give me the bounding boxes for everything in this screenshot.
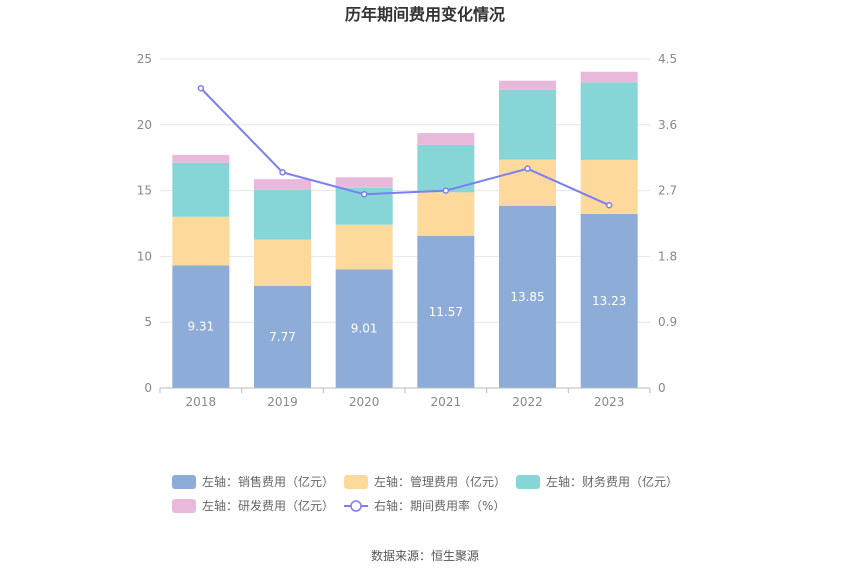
rate-line	[200, 87, 610, 207]
x-tick-label: 2020	[349, 395, 380, 409]
x-tick-label: 2021	[431, 395, 462, 409]
left-axis-tick-label: 15	[137, 184, 152, 198]
legend: 左轴：销售费用（亿元） 左轴：管理费用（亿元） 左轴：财务费用（亿元） 左轴：研发费用…	[172, 474, 678, 513]
bar-rd-2022	[499, 80, 556, 90]
rate-point	[197, 84, 205, 92]
rate-line-group	[197, 84, 613, 209]
right-axis-tick-label: 0.9	[658, 315, 677, 329]
rate-point	[279, 169, 286, 176]
bar-value-label: 9.01	[351, 322, 378, 336]
rate-point	[605, 201, 613, 209]
bar-sales-2023	[580, 213, 638, 388]
bar-admin-2021	[417, 192, 475, 236]
right-axis-tick-label: 3.6	[658, 118, 677, 132]
bar-sales-2019	[254, 285, 311, 388]
rate-point	[524, 165, 531, 172]
bar-value-label: 11.57	[429, 305, 463, 319]
left-axis-tick-label: 20	[137, 118, 152, 132]
bar-sales-2018	[172, 265, 230, 388]
legend-label: 左轴：研发费用（亿元）	[202, 498, 334, 513]
legend-item-sales[interactable]: 左轴：销售费用（亿元）	[172, 474, 334, 489]
legend-label: 左轴：管理费用（亿元）	[374, 474, 506, 489]
legend-item-rd[interactable]: 左轴：研发费用（亿元）	[172, 498, 334, 513]
x-tick-label: 2023	[594, 395, 625, 409]
left-axis-tick-label: 10	[137, 249, 152, 263]
bar-value-label: 9.31	[187, 320, 214, 334]
rate-point	[360, 191, 368, 198]
bar-rd-2023	[580, 71, 638, 83]
legend-swatch	[344, 475, 368, 489]
x-tick-label: 2019	[267, 395, 298, 409]
grid-lines	[160, 58, 650, 323]
legend-swatch	[172, 499, 196, 513]
legend-label: 左轴：财务费用（亿元）	[546, 474, 678, 489]
bar-rd-2021	[417, 133, 475, 145]
bar-finance-2021	[417, 144, 475, 193]
right-axis-tick-label: 1.8	[658, 249, 677, 263]
legend-label: 右轴：期间费用率（%）	[374, 498, 505, 513]
right-axis-tick-label: 0	[658, 381, 666, 395]
legend-item-finance[interactable]: 左轴：财务费用（亿元）	[516, 474, 678, 489]
bar-admin-2020	[335, 224, 393, 270]
bar-finance-2019	[254, 189, 311, 240]
bar-finance-2023	[580, 82, 638, 160]
axes: 0 5 10 15 20 25 0 0.9 1.8 2.7 3.6 4.5 2018 2019 2020 20…	[137, 52, 677, 409]
bar-admin-2018	[172, 216, 230, 266]
x-tick-label: 2022	[512, 395, 543, 409]
legend-item-admin[interactable]: 左轴：管理费用（亿元）	[344, 474, 506, 489]
left-axis-tick-label: 0	[144, 381, 152, 395]
legend-marker	[350, 500, 362, 512]
bar-sales-2020	[335, 269, 393, 388]
bar-group	[172, 71, 638, 388]
left-axis-tick-label: 5	[144, 315, 152, 329]
bar-sales-2021	[417, 235, 475, 388]
legend-label: 左轴：销售费用（亿元）	[202, 474, 334, 489]
right-axis-tick-label: 2.7	[658, 184, 677, 198]
bar-finance-2018	[172, 162, 230, 217]
legend-item-rate[interactable]: 右轴：期间费用率（%）	[344, 498, 505, 513]
bar-rd-2019	[254, 179, 311, 190]
right-axis-tick-label: 4.5	[658, 52, 677, 66]
bar-sales-2022	[499, 205, 556, 388]
bar-labels: 9.31 7.77 9.01 11.57 13.85 13.23	[187, 290, 626, 344]
bar-value-label: 7.77	[269, 330, 296, 344]
x-tick-label: 2018	[186, 395, 217, 409]
rate-point	[442, 187, 450, 194]
bar-value-label: 13.85	[510, 290, 544, 304]
legend-swatch	[172, 475, 196, 489]
bar-value-label: 13.23	[592, 294, 626, 308]
bar-admin-2019	[254, 239, 311, 286]
left-axis-tick-label: 25	[137, 52, 152, 66]
bar-rd-2018	[172, 154, 230, 163]
bar-rd-2020	[335, 177, 393, 188]
source-note: 数据来源：恒生聚源	[371, 548, 479, 563]
chart-title: 历年期间费用变化情况	[345, 5, 505, 24]
legend-swatch	[516, 475, 540, 489]
bar-finance-2022	[499, 89, 556, 160]
